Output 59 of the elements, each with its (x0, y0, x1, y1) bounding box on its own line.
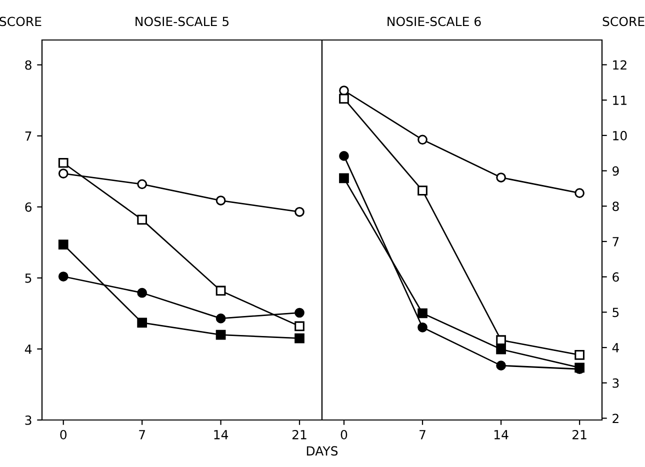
x-tick-label: 0 (60, 430, 67, 440)
point (294, 206, 304, 217)
point (339, 173, 349, 184)
point (418, 186, 428, 196)
y-tick-label: 7 (612, 237, 619, 246)
y-tick-label: 4 (24, 344, 32, 354)
x-tick-label: 7 (420, 430, 426, 440)
x-tick-label: 0 (340, 430, 348, 440)
point (496, 335, 506, 346)
point (496, 360, 506, 370)
point (339, 151, 349, 161)
y-tick-label: 3 (25, 415, 32, 425)
point (58, 168, 68, 178)
point (418, 308, 428, 318)
y-tick-label: 8 (612, 202, 619, 212)
point (216, 314, 226, 324)
x-tick-label: 14 (214, 430, 228, 440)
x-tick-label: 14 (494, 430, 508, 440)
y-tick-label: 12 (613, 60, 626, 70)
chart-title: NOSIE-SCALE 5 (136, 16, 229, 26)
point (418, 134, 428, 145)
point (574, 350, 584, 360)
point (574, 188, 584, 198)
point (294, 308, 304, 318)
y-tick-label: 6 (25, 202, 32, 212)
point (496, 172, 506, 182)
point (294, 321, 304, 332)
y-tick-label: 7 (25, 132, 32, 141)
point (137, 318, 148, 328)
y-tick-label: 10 (613, 130, 627, 140)
point (137, 288, 148, 298)
point (496, 344, 506, 354)
point (418, 322, 428, 332)
y-tick-label: 8 (25, 60, 32, 70)
y-tick-label: 5 (612, 308, 619, 318)
x-tick-label: 21 (572, 430, 586, 440)
y-tick-label: 11 (613, 96, 626, 105)
point (58, 272, 68, 282)
point (339, 94, 349, 104)
y-axis-title: SCORE (602, 16, 644, 26)
point (58, 158, 68, 168)
y-axis-title: SCORE (0, 16, 42, 26)
x-tick-label: 21 (292, 430, 306, 440)
point (294, 333, 304, 344)
point (216, 330, 226, 340)
chart-title: NOSIE-SCALE 6 (388, 16, 481, 26)
y-tick-label: 4 (612, 343, 619, 352)
point (137, 179, 148, 190)
y-tick-label: 3 (612, 378, 619, 388)
y-tick-label: 2 (612, 414, 618, 423)
y-tick-label: 6 (612, 272, 619, 282)
x-axis-title: DAYS (306, 446, 338, 456)
point (216, 286, 226, 296)
point (58, 240, 68, 250)
point (216, 196, 226, 206)
y-tick-label: 5 (25, 274, 32, 283)
point (137, 214, 148, 225)
y-tick-label: 9 (612, 166, 619, 176)
x-tick-label: 7 (139, 430, 145, 440)
